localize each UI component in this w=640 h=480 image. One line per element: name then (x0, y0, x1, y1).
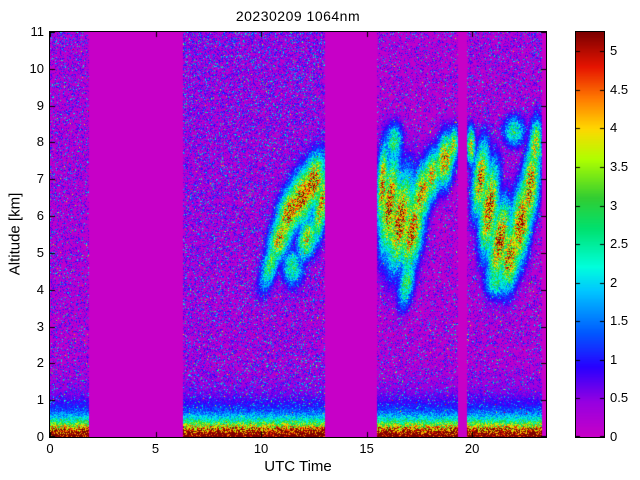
y-tick-label: 8 (36, 134, 44, 150)
x-axis-label: UTC Time (264, 458, 332, 475)
x-tick-label: 15 (359, 441, 374, 456)
colorbar-tick-label: 2.5 (610, 236, 629, 252)
colorbar-tick-label: 5 (610, 43, 618, 59)
colorbar-tick-label: 2 (610, 274, 618, 290)
y-tick-label: 10 (29, 60, 44, 76)
y-axis-label: Altitude [km] (6, 192, 24, 276)
heatmap-canvas (50, 32, 546, 437)
y-tick-label: 3 (36, 318, 44, 334)
colorbar-canvas (576, 32, 604, 437)
colorbar-tick-label: 4.5 (610, 81, 629, 97)
x-tick-label: 10 (253, 441, 269, 456)
x-tick-label: 20 (464, 441, 480, 456)
colorbar-tick-label: 3 (610, 197, 618, 213)
colorbar-tick-label: 1.5 (610, 313, 629, 329)
y-tick-label: 6 (36, 208, 44, 224)
y-tick-label: 11 (30, 24, 45, 39)
y-tick-label: 7 (36, 171, 44, 187)
y-tick-label: 5 (36, 244, 44, 260)
y-tick-label: 4 (36, 281, 44, 297)
x-tick-label: 5 (151, 441, 160, 456)
colorbar-tick-label: 1 (610, 351, 618, 367)
colorbar-tick-label: 4 (610, 120, 618, 136)
x-tick-label: 0 (46, 441, 54, 456)
colorbar-tick-label: 3.5 (610, 159, 629, 174)
colorbar-tick-label: 0.5 (610, 390, 629, 406)
colorbar-tick-label: 0 (610, 429, 618, 444)
y-tick-label: 1 (36, 392, 44, 408)
y-tick-label: 0 (36, 429, 44, 444)
y-tick-label: 9 (36, 97, 44, 113)
chart-title: 20230209 1064nm (235, 8, 361, 24)
y-tick-label: 2 (36, 355, 44, 371)
